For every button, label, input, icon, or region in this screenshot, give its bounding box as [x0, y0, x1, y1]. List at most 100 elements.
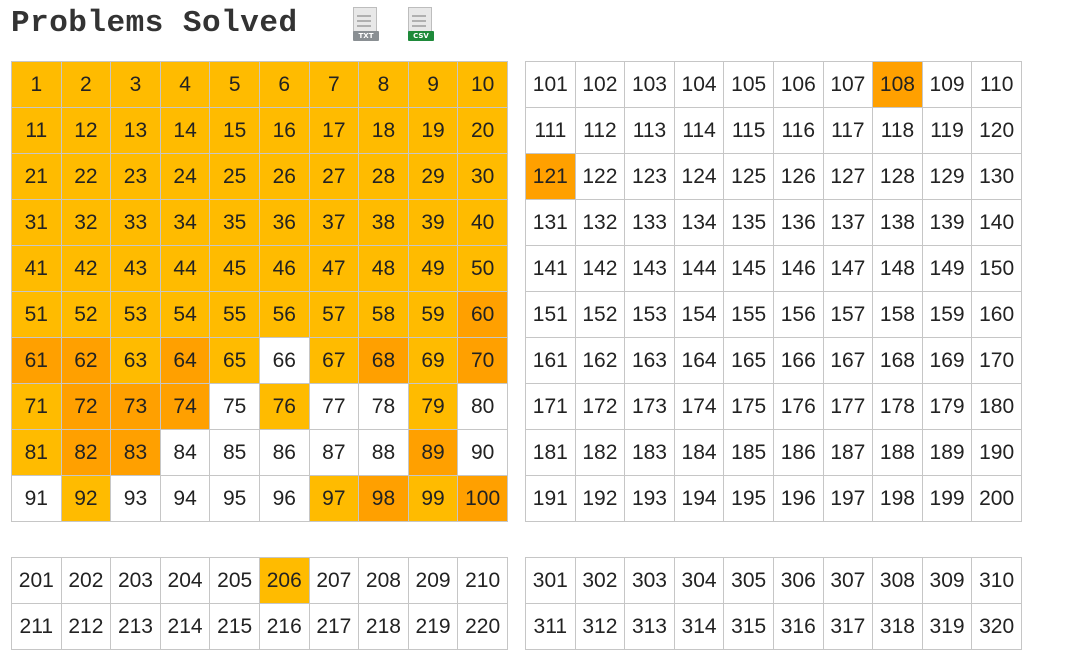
- problem-cell-44[interactable]: 44: [159, 245, 211, 292]
- problem-cell-191[interactable]: 191: [525, 475, 576, 522]
- problem-cell-16[interactable]: 16: [258, 107, 310, 154]
- problem-cell-97[interactable]: 97: [308, 475, 360, 522]
- problem-cell-61[interactable]: 61: [11, 337, 62, 384]
- problem-cell-210[interactable]: 210: [457, 557, 508, 604]
- problem-cell-71[interactable]: 71: [11, 383, 62, 430]
- problem-cell-193[interactable]: 193: [624, 475, 675, 522]
- problem-cell-35[interactable]: 35: [209, 199, 260, 246]
- problem-cell-117[interactable]: 117: [822, 107, 874, 154]
- problem-cell-149[interactable]: 149: [921, 245, 973, 292]
- problem-cell-106[interactable]: 106: [772, 61, 824, 108]
- problem-cell-303[interactable]: 303: [624, 557, 675, 604]
- problem-cell-157[interactable]: 157: [822, 291, 874, 338]
- problem-cell-22[interactable]: 22: [60, 153, 112, 200]
- problem-cell-201[interactable]: 201: [11, 557, 62, 604]
- problem-cell-102[interactable]: 102: [574, 61, 626, 108]
- problem-cell-80[interactable]: 80: [457, 383, 508, 430]
- problem-cell-83[interactable]: 83: [110, 429, 161, 476]
- problem-cell-305[interactable]: 305: [723, 557, 774, 604]
- problem-cell-151[interactable]: 151: [525, 291, 576, 338]
- problem-cell-65[interactable]: 65: [209, 337, 260, 384]
- problem-cell-320[interactable]: 320: [971, 603, 1022, 650]
- problem-cell-84[interactable]: 84: [159, 429, 211, 476]
- problem-cell-92[interactable]: 92: [60, 475, 112, 522]
- problem-cell-69[interactable]: 69: [407, 337, 459, 384]
- problem-cell-141[interactable]: 141: [525, 245, 576, 292]
- problem-cell-11[interactable]: 11: [11, 107, 62, 154]
- problem-cell-55[interactable]: 55: [209, 291, 260, 338]
- problem-cell-120[interactable]: 120: [971, 107, 1022, 154]
- problem-cell-129[interactable]: 129: [921, 153, 973, 200]
- problem-cell-196[interactable]: 196: [772, 475, 824, 522]
- problem-cell-57[interactable]: 57: [308, 291, 360, 338]
- problem-cell-30[interactable]: 30: [457, 153, 508, 200]
- problem-cell-67[interactable]: 67: [308, 337, 360, 384]
- problem-cell-43[interactable]: 43: [110, 245, 161, 292]
- problem-cell-53[interactable]: 53: [110, 291, 161, 338]
- problem-cell-59[interactable]: 59: [407, 291, 459, 338]
- problem-cell-218[interactable]: 218: [358, 603, 409, 650]
- problem-cell-6[interactable]: 6: [258, 61, 310, 108]
- problem-cell-317[interactable]: 317: [822, 603, 874, 650]
- problem-cell-144[interactable]: 144: [673, 245, 725, 292]
- problem-cell-174[interactable]: 174: [673, 383, 725, 430]
- problem-cell-316[interactable]: 316: [772, 603, 824, 650]
- problem-cell-146[interactable]: 146: [772, 245, 824, 292]
- problem-cell-12[interactable]: 12: [60, 107, 112, 154]
- problem-cell-100[interactable]: 100: [457, 475, 508, 522]
- problem-cell-14[interactable]: 14: [159, 107, 211, 154]
- problem-cell-154[interactable]: 154: [673, 291, 725, 338]
- problem-cell-192[interactable]: 192: [574, 475, 626, 522]
- problem-cell-134[interactable]: 134: [673, 199, 725, 246]
- problem-cell-101[interactable]: 101: [525, 61, 576, 108]
- problem-cell-168[interactable]: 168: [872, 337, 923, 384]
- problem-cell-143[interactable]: 143: [624, 245, 675, 292]
- problem-cell-198[interactable]: 198: [872, 475, 923, 522]
- problem-cell-177[interactable]: 177: [822, 383, 874, 430]
- problem-cell-220[interactable]: 220: [457, 603, 508, 650]
- problem-cell-138[interactable]: 138: [872, 199, 923, 246]
- problem-cell-78[interactable]: 78: [358, 383, 409, 430]
- problem-cell-155[interactable]: 155: [723, 291, 774, 338]
- problem-cell-62[interactable]: 62: [60, 337, 112, 384]
- problem-cell-113[interactable]: 113: [624, 107, 675, 154]
- problem-cell-166[interactable]: 166: [772, 337, 824, 384]
- problem-cell-203[interactable]: 203: [110, 557, 161, 604]
- problem-cell-21[interactable]: 21: [11, 153, 62, 200]
- problem-cell-105[interactable]: 105: [723, 61, 774, 108]
- problem-cell-165[interactable]: 165: [723, 337, 774, 384]
- problem-cell-111[interactable]: 111: [525, 107, 576, 154]
- problem-cell-34[interactable]: 34: [159, 199, 211, 246]
- problem-cell-219[interactable]: 219: [407, 603, 459, 650]
- problem-cell-207[interactable]: 207: [308, 557, 360, 604]
- problem-cell-182[interactable]: 182: [574, 429, 626, 476]
- problem-cell-91[interactable]: 91: [11, 475, 62, 522]
- problem-cell-88[interactable]: 88: [358, 429, 409, 476]
- problem-cell-72[interactable]: 72: [60, 383, 112, 430]
- problem-cell-159[interactable]: 159: [921, 291, 973, 338]
- problem-cell-187[interactable]: 187: [822, 429, 874, 476]
- problem-cell-64[interactable]: 64: [159, 337, 211, 384]
- problem-cell-312[interactable]: 312: [574, 603, 626, 650]
- problem-cell-128[interactable]: 128: [872, 153, 923, 200]
- problem-cell-52[interactable]: 52: [60, 291, 112, 338]
- problem-cell-163[interactable]: 163: [624, 337, 675, 384]
- problem-cell-50[interactable]: 50: [457, 245, 508, 292]
- problem-cell-132[interactable]: 132: [574, 199, 626, 246]
- problem-cell-87[interactable]: 87: [308, 429, 360, 476]
- problem-cell-121[interactable]: 121: [525, 153, 576, 200]
- problem-cell-125[interactable]: 125: [723, 153, 774, 200]
- problem-cell-74[interactable]: 74: [159, 383, 211, 430]
- problem-cell-152[interactable]: 152: [574, 291, 626, 338]
- problem-cell-108[interactable]: 108: [872, 61, 923, 108]
- problem-cell-42[interactable]: 42: [60, 245, 112, 292]
- problem-cell-124[interactable]: 124: [673, 153, 725, 200]
- problem-cell-313[interactable]: 313: [624, 603, 675, 650]
- problem-cell-133[interactable]: 133: [624, 199, 675, 246]
- problem-cell-114[interactable]: 114: [673, 107, 725, 154]
- problem-cell-204[interactable]: 204: [159, 557, 211, 604]
- problem-cell-175[interactable]: 175: [723, 383, 774, 430]
- problem-cell-308[interactable]: 308: [872, 557, 923, 604]
- problem-cell-18[interactable]: 18: [358, 107, 409, 154]
- problem-cell-148[interactable]: 148: [872, 245, 923, 292]
